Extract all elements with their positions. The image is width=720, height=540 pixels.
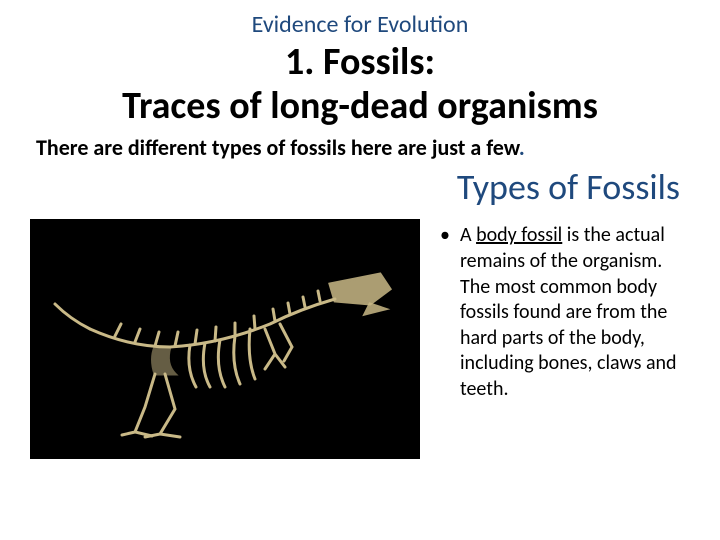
slide-container: Evidence for Evolution 1. Fossils: Trace… [0, 0, 720, 540]
bullet-underlined: body fossil [476, 223, 562, 247]
content-row: • A body fossil is the actual remains of… [30, 219, 690, 459]
bullet-prefix: A [460, 223, 476, 247]
title-line-1: 1. Fossils: [285, 39, 435, 85]
types-heading: Types of Fossils [30, 165, 690, 209]
subtext-main: There are different types of fossils her… [36, 134, 519, 161]
dinosaur-skeleton-icon [40, 229, 410, 449]
evidence-header: Evidence for Evolution [30, 10, 690, 39]
bullet-marker: • [440, 223, 450, 402]
intro-subtext: There are different types of fossils her… [30, 134, 690, 161]
bullet-body-fossil: • A body fossil is the actual remains of… [436, 223, 684, 402]
bullet-rest: is the actual remains of the organism. T… [460, 223, 677, 401]
subtext-period: . [519, 134, 525, 161]
main-title: 1. Fossils: Traces of long-dead organism… [30, 41, 690, 128]
bullet-text: A body fossil is the actual remains of t… [460, 223, 684, 402]
fossil-image [30, 219, 420, 459]
title-line-2: Traces of long-dead organisms [122, 83, 598, 129]
bullet-column: • A body fossil is the actual remains of… [436, 219, 690, 459]
